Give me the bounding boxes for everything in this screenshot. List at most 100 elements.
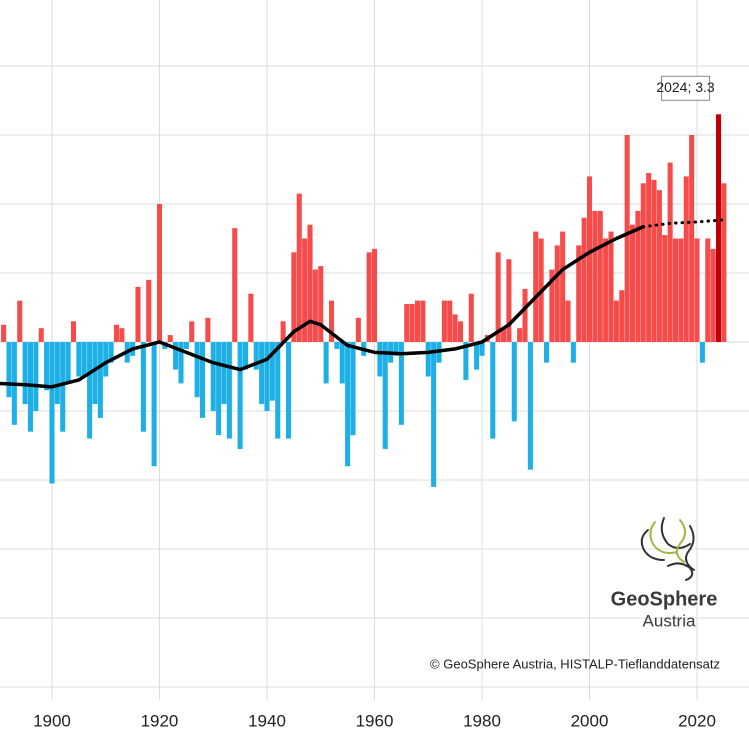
bar bbox=[146, 279, 152, 342]
logo-name: GeoSphere bbox=[611, 588, 718, 610]
bar bbox=[6, 342, 12, 398]
annotation: 2024; 3.3 bbox=[656, 79, 715, 95]
bar bbox=[22, 342, 28, 405]
bar bbox=[296, 193, 302, 342]
bar bbox=[393, 342, 399, 356]
bar bbox=[549, 269, 555, 342]
bar bbox=[705, 238, 711, 342]
bar bbox=[619, 290, 625, 342]
logo-swirl bbox=[675, 519, 686, 563]
bar bbox=[382, 342, 388, 449]
bar bbox=[178, 342, 184, 384]
bar bbox=[119, 328, 125, 342]
bar bbox=[173, 342, 179, 370]
bar bbox=[151, 342, 157, 467]
bar bbox=[269, 342, 275, 401]
x-tick-label: 2000 bbox=[571, 711, 609, 730]
bar bbox=[597, 210, 603, 342]
bar bbox=[226, 342, 232, 439]
bar bbox=[87, 342, 93, 439]
bar bbox=[404, 304, 410, 342]
trend-line bbox=[0, 225, 646, 389]
bar bbox=[108, 342, 114, 363]
bar bbox=[565, 300, 571, 342]
bar bbox=[447, 300, 453, 342]
source-note: © GeoSphere Austria, HISTALP-Tieflanddat… bbox=[430, 656, 720, 671]
bar bbox=[312, 269, 318, 342]
bar bbox=[97, 342, 103, 418]
logo-swirl bbox=[667, 562, 694, 581]
bar bbox=[135, 286, 141, 342]
bar bbox=[275, 342, 281, 439]
bar bbox=[366, 252, 372, 342]
bar bbox=[194, 342, 200, 398]
trend-projection-line bbox=[641, 218, 726, 229]
bar bbox=[1, 324, 7, 342]
bar bbox=[54, 342, 60, 405]
bar bbox=[140, 342, 146, 432]
logo-subname: Austria bbox=[643, 611, 696, 630]
bar bbox=[554, 245, 560, 342]
bar bbox=[581, 217, 587, 342]
bar bbox=[156, 204, 163, 342]
bar bbox=[662, 235, 668, 342]
bar bbox=[479, 342, 485, 356]
bar bbox=[323, 342, 329, 384]
bar bbox=[452, 314, 458, 342]
bar bbox=[425, 342, 431, 377]
bar bbox=[640, 183, 646, 342]
bar bbox=[237, 342, 243, 449]
bar bbox=[409, 304, 415, 342]
x-tick-label: 1920 bbox=[141, 711, 179, 730]
bar bbox=[92, 342, 98, 405]
bar bbox=[474, 342, 480, 370]
bar bbox=[377, 342, 383, 377]
x-tick-label: 2020 bbox=[678, 711, 716, 730]
bar bbox=[468, 293, 474, 342]
bar bbox=[221, 342, 227, 405]
logo-swirl bbox=[685, 525, 695, 571]
bar bbox=[683, 176, 689, 342]
bar bbox=[334, 342, 340, 349]
bar bbox=[103, 342, 109, 377]
bar bbox=[624, 135, 630, 342]
bar bbox=[694, 238, 700, 342]
bar bbox=[350, 342, 356, 436]
bar bbox=[570, 342, 576, 363]
x-tick-label: 1940 bbox=[248, 711, 286, 730]
bar bbox=[167, 335, 173, 342]
bar bbox=[355, 317, 361, 342]
bar bbox=[522, 288, 528, 342]
bar bbox=[371, 248, 378, 342]
bars bbox=[1, 114, 727, 487]
bar bbox=[113, 324, 120, 342]
bar bbox=[189, 321, 195, 342]
bar bbox=[431, 342, 437, 487]
bar bbox=[710, 248, 716, 342]
bar bbox=[38, 328, 44, 342]
bar bbox=[242, 342, 249, 370]
bar bbox=[17, 300, 23, 342]
bar bbox=[70, 321, 77, 342]
bar bbox=[65, 342, 71, 384]
bar bbox=[608, 231, 614, 342]
bar bbox=[81, 342, 87, 377]
bar bbox=[500, 328, 507, 342]
x-tick-label: 1900 bbox=[33, 711, 71, 730]
bar bbox=[543, 342, 550, 363]
bar bbox=[259, 342, 265, 405]
bar bbox=[511, 342, 517, 422]
labels: 1900 1920 1940 1960 1980 2000 2020 2024; 3.3 bbox=[33, 75, 716, 730]
bar bbox=[635, 210, 641, 342]
bar bbox=[216, 342, 222, 436]
bar bbox=[44, 342, 50, 391]
bar bbox=[667, 162, 673, 342]
bar bbox=[302, 238, 308, 342]
bar bbox=[414, 300, 421, 342]
logo-swirl bbox=[660, 517, 691, 549]
bar bbox=[328, 300, 335, 342]
bar bbox=[318, 266, 324, 342]
bar bbox=[339, 342, 345, 384]
bar bbox=[629, 224, 636, 342]
